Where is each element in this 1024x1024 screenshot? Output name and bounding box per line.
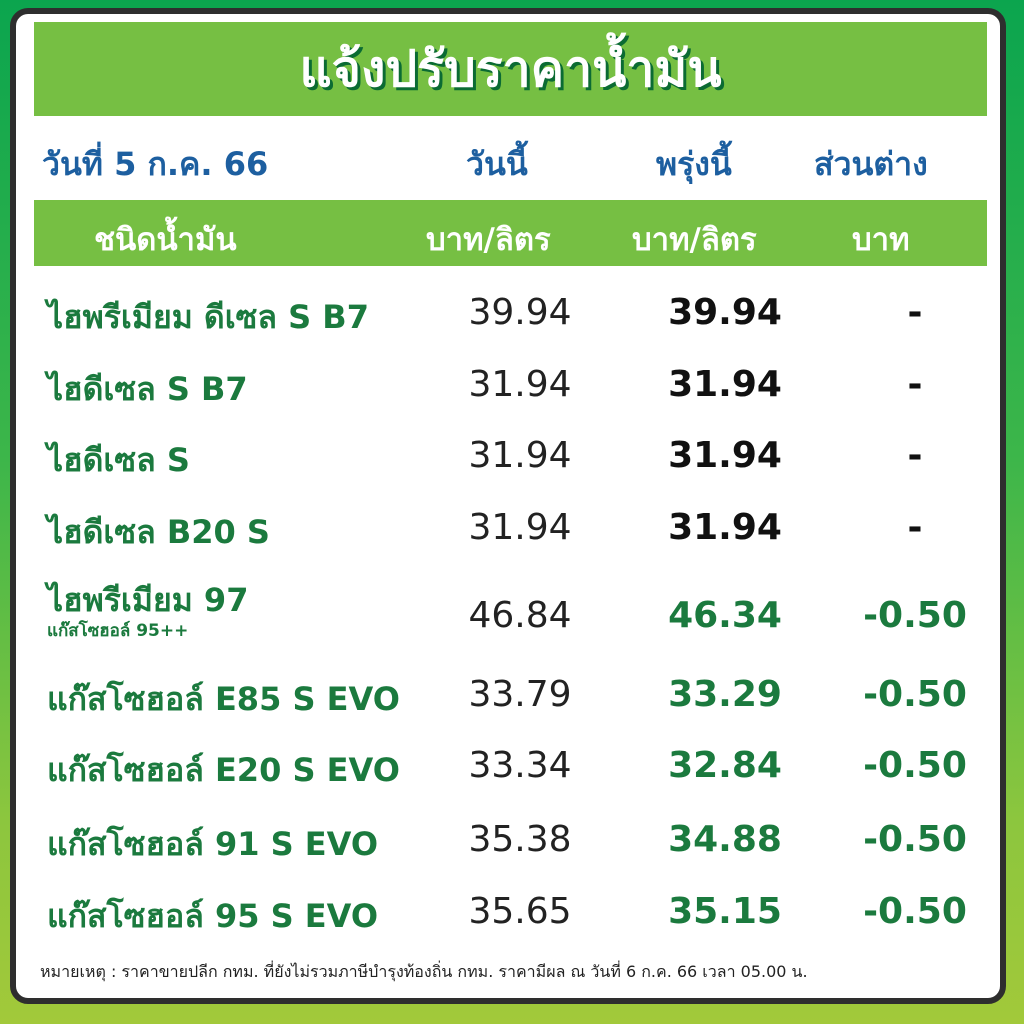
- price-diff: -0.50: [863, 819, 967, 860]
- fuel-row: แก๊สโซฮอล์ E20 S EVO 33.34 32.84 -0.50: [0, 745, 1024, 805]
- tomorrow-price: 31.94: [668, 507, 782, 548]
- fuel-name: แก๊สโซฮอล์ E85 S EVO: [47, 680, 400, 718]
- tomorrow-price: 31.94: [668, 435, 782, 476]
- date-label: วันที่ 5 ก.ค. 66: [42, 145, 269, 183]
- today-price: 33.34: [468, 745, 572, 786]
- today-price: 31.94: [468, 435, 572, 476]
- fuel-name: ไฮพรีเมียม 97: [47, 581, 249, 619]
- today-price: 35.65: [468, 891, 572, 932]
- fuel-name: ไฮพรีเมียม ดีเซล S B7: [47, 298, 369, 336]
- fuel-name: แก๊สโซฮอล์ 91 S EVO: [47, 825, 379, 863]
- diff-unit: บาท: [852, 222, 910, 258]
- fuel-row: แก๊สโซฮอล์ 95 S EVO 35.65 35.15 -0.50: [0, 891, 1024, 951]
- tomorrow-unit: บาท/ลิตร: [632, 222, 757, 258]
- fuel-type-header: ชนิดน้ำมัน: [94, 222, 237, 258]
- fuel-name: แก๊สโซฮอล์ 95 S EVO: [47, 897, 379, 935]
- price-diff: -: [907, 364, 923, 405]
- fuel-row: แก๊สโซฮอล์ E85 S EVO 33.79 33.29 -0.50: [0, 674, 1024, 734]
- today-price: 31.94: [468, 507, 572, 548]
- today-unit: บาท/ลิตร: [426, 222, 551, 258]
- fuel-row: ไฮพรีเมียม 97 แก๊สโซฮอล์ 95++ 46.84 46.34 -0…: [0, 575, 1024, 641]
- diff-header: ส่วนต่าง: [814, 145, 928, 183]
- price-diff: -: [907, 507, 923, 548]
- date-header-row: วันที่ 5 ก.ค. 66 วันนี้ พรุ่งนี้ ส่วนต่า…: [34, 125, 987, 195]
- fuel-row: ไฮพรีเมียม ดีเซล S B7 39.94 39.94 -: [0, 292, 1024, 352]
- today-price: 33.79: [468, 674, 572, 715]
- tomorrow-price: 34.88: [668, 819, 782, 860]
- price-diff: -0.50: [863, 674, 967, 715]
- tomorrow-price: 31.94: [668, 364, 782, 405]
- unit-header-row: ชนิดน้ำมัน บาท/ลิตร บาท/ลิตร บาท: [34, 200, 987, 266]
- tomorrow-header: พรุ่งนี้: [656, 145, 732, 183]
- today-price: 35.38: [468, 819, 572, 860]
- fuel-name: แก๊สโซฮอล์ E20 S EVO: [47, 751, 400, 789]
- fuel-name: ไฮดีเซล S B7: [47, 370, 248, 408]
- price-diff: -0.50: [863, 595, 967, 636]
- footnote: หมายเหตุ : ราคาขายปลีก กทม. ที่ยังไม่รวม…: [40, 962, 808, 981]
- fuel-row: ไฮดีเซล S 31.94 31.94 -: [0, 435, 1024, 495]
- fuel-name: ไฮดีเซล S: [47, 441, 190, 479]
- today-header: วันนี้: [466, 145, 528, 183]
- today-price: 31.94: [468, 364, 572, 405]
- price-card: [10, 8, 1006, 1004]
- tomorrow-price: 46.34: [668, 595, 782, 636]
- today-price: 39.94: [468, 292, 572, 333]
- tomorrow-price: 33.29: [668, 674, 782, 715]
- fuel-subname: แก๊สโซฮอล์ 95++: [47, 621, 189, 641]
- fuel-name: ไฮดีเซล B20 S: [47, 513, 270, 551]
- tomorrow-price: 35.15: [668, 891, 782, 932]
- title-bar: แจ้งปรับราคาน้ำมัน: [34, 22, 987, 116]
- tomorrow-price: 32.84: [668, 745, 782, 786]
- tomorrow-price: 39.94: [668, 292, 782, 333]
- fuel-row: แก๊สโซฮอล์ 91 S EVO 35.38 34.88 -0.50: [0, 819, 1024, 879]
- today-price: 46.84: [468, 595, 572, 636]
- page-title: แจ้งปรับราคาน้ำมัน: [299, 39, 722, 98]
- price-diff: -0.50: [863, 891, 967, 932]
- fuel-row: ไฮดีเซล S B7 31.94 31.94 -: [0, 364, 1024, 424]
- price-diff: -: [907, 292, 923, 333]
- fuel-row: ไฮดีเซล B20 S 31.94 31.94 -: [0, 507, 1024, 567]
- price-diff: -: [907, 435, 923, 476]
- price-diff: -0.50: [863, 745, 967, 786]
